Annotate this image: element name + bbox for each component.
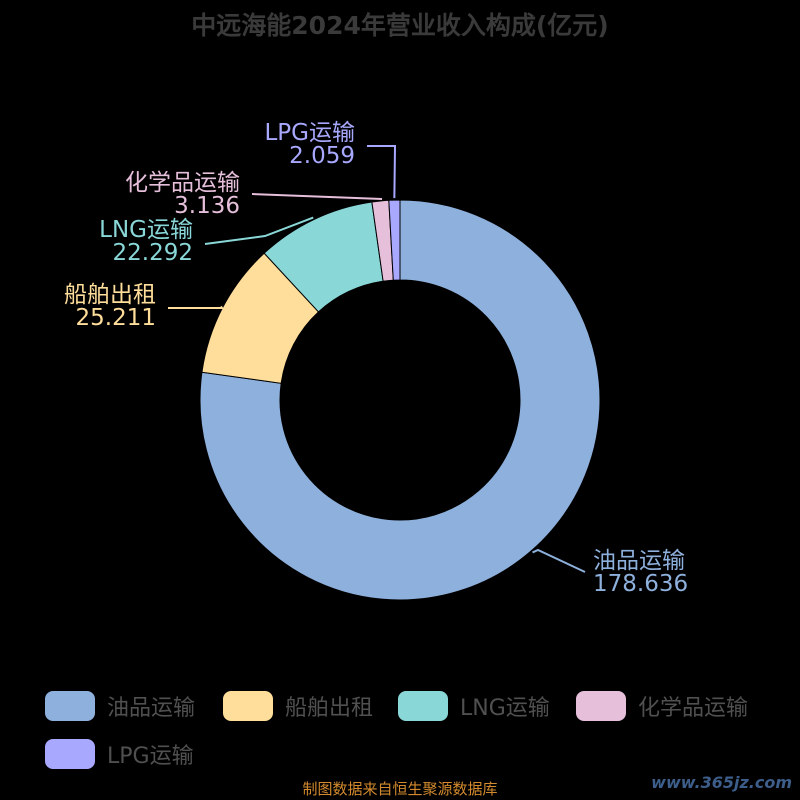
slice-label-1: 船舶出租: [64, 282, 156, 308]
legend-item-2[interactable]: LNG运输: [398, 688, 550, 724]
leader-line-3: [251, 193, 383, 200]
legend-label: 化学品运输: [638, 696, 749, 721]
slice-value-4: 2.059: [289, 143, 355, 169]
slice-value-1: 25.211: [76, 305, 156, 331]
legend-item-0[interactable]: 油品运输: [45, 688, 195, 724]
slice-value-3: 3.136: [174, 193, 240, 219]
legend-swatch: [45, 739, 95, 769]
slice-value-2: 22.292: [113, 240, 193, 266]
legend-swatch: [45, 691, 95, 721]
slice-label-0: 油品运输: [593, 548, 685, 574]
legend-swatch: [223, 691, 273, 721]
legend-item-3[interactable]: 化学品运输: [576, 688, 748, 724]
slice-label-4: LPG运输: [264, 120, 355, 146]
slice-value-0: 178.636: [593, 571, 688, 597]
legend-label: 油品运输: [107, 696, 196, 721]
legend-label: 船舶出租: [285, 696, 374, 721]
legend-swatch: [576, 691, 626, 721]
legend-item-1[interactable]: 船舶出租: [223, 688, 373, 724]
slice-label-2: LNG运输: [99, 217, 193, 243]
leader-line-2: [204, 216, 314, 245]
source-note: 制图数据来自恒生聚源数据库: [302, 780, 498, 798]
leader-line-4: [367, 145, 397, 199]
slice-4: [388, 199, 401, 281]
slice-0: [199, 199, 601, 601]
chart-title: 中远海能2024年营业收入构成(亿元): [191, 11, 609, 40]
leader-line-0: [532, 548, 586, 573]
legend-item-4[interactable]: LPG运输: [45, 736, 194, 772]
leader-line-1: [168, 305, 224, 309]
watermark: www.365jz.com: [651, 773, 792, 792]
legend-label: LPG运输: [107, 744, 194, 769]
legend-swatch: [398, 691, 448, 721]
slice-label-3: 化学品运输: [125, 170, 240, 196]
legend-label: LNG运输: [460, 696, 550, 721]
